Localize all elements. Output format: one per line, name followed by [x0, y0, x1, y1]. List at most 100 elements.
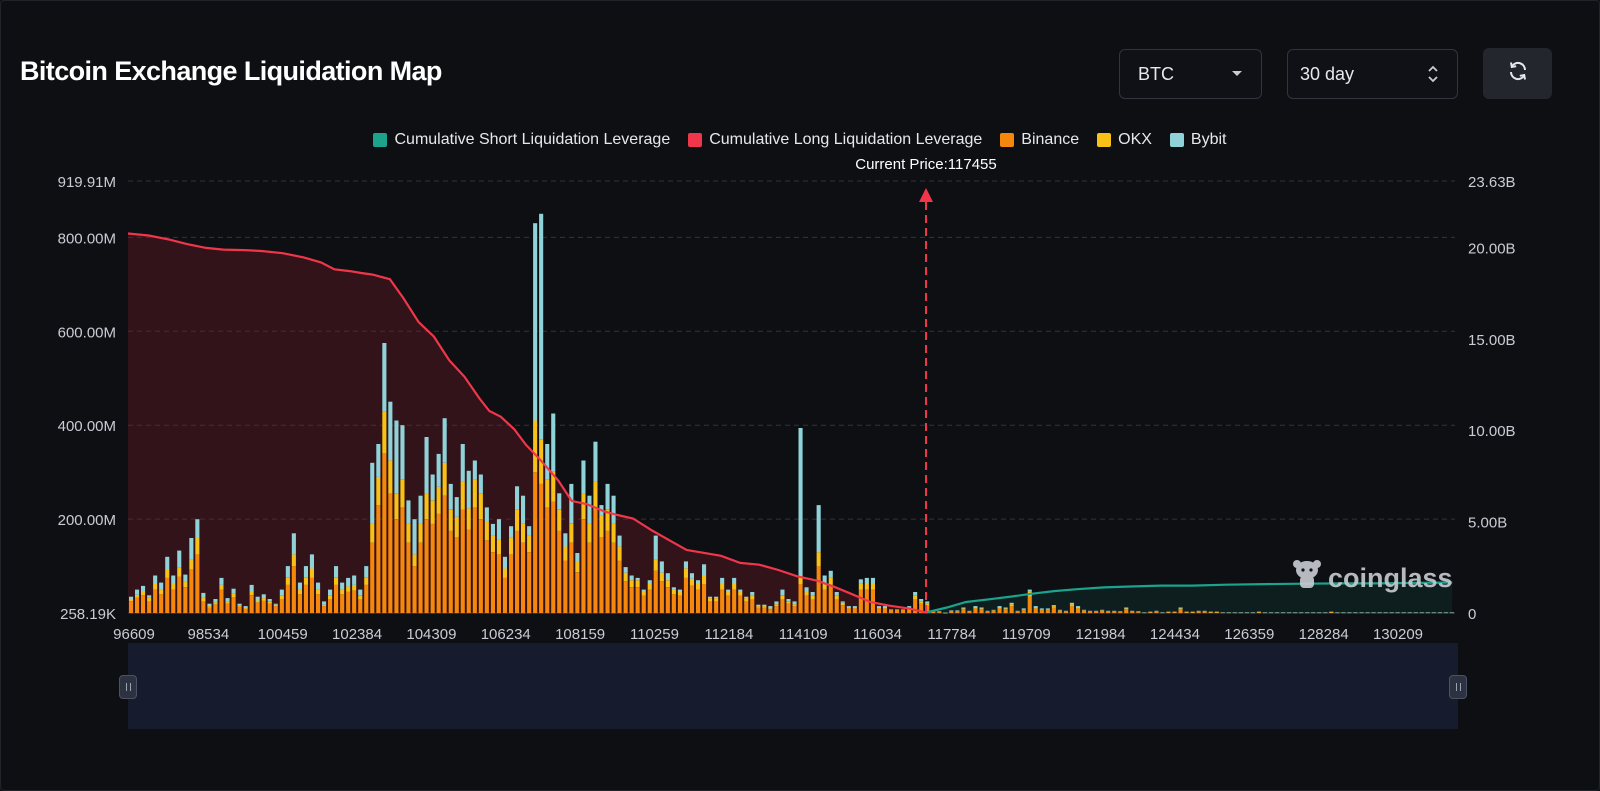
bar-bybit: [364, 566, 369, 578]
bar-binance: [696, 589, 701, 614]
bar-okx: [557, 509, 562, 531]
bar-bybit: [430, 474, 435, 501]
bar-bybit: [352, 575, 357, 585]
bar-binance: [593, 509, 598, 614]
legend-item-long[interactable]: Cumulative Long Liquidation Leverage: [688, 130, 982, 150]
bar-okx: [255, 600, 260, 603]
bar-okx: [997, 607, 1002, 609]
bar-binance: [430, 523, 435, 614]
legend-item-binance[interactable]: Binance: [1000, 130, 1079, 150]
bar-bybit: [189, 538, 194, 560]
bar-bybit: [961, 607, 966, 609]
bar-bybit: [1431, 612, 1436, 613]
bar-bybit: [1299, 612, 1304, 613]
bar-binance: [376, 505, 381, 614]
bar-binance: [744, 601, 749, 614]
bar-okx: [291, 554, 296, 567]
bar-okx: [309, 568, 314, 578]
zoom-slider[interactable]: [119, 643, 1467, 729]
legend-swatch-short: [373, 133, 388, 147]
bar-binance: [895, 610, 900, 614]
bar-bybit: [696, 580, 701, 584]
bar-bybit: [418, 495, 423, 524]
bar-okx: [219, 584, 224, 590]
bar-bybit: [726, 589, 731, 591]
bar-binance: [919, 603, 924, 614]
bar-binance: [496, 554, 501, 614]
legend-label-okx: OKX: [1118, 131, 1152, 148]
bar-bybit: [273, 603, 278, 605]
bar-okx: [545, 479, 550, 508]
bar-bybit: [665, 573, 670, 581]
bar-bybit: [1130, 610, 1135, 612]
legend-label-binance: Binance: [1021, 131, 1080, 148]
bar-binance: [702, 584, 707, 614]
bar-bybit: [533, 223, 538, 421]
bar-bybit: [786, 599, 791, 602]
bar-bybit: [147, 595, 152, 598]
y-left-tick-label: 400.00M: [58, 418, 116, 435]
zoom-handle-right[interactable]: [1449, 675, 1467, 699]
bar-binance: [913, 599, 918, 614]
bar-okx: [328, 595, 333, 599]
bar-binance: [509, 554, 514, 614]
bar-bybit: [1262, 612, 1267, 613]
legend-item-short[interactable]: Cumulative Short Liquidation Leverage: [373, 130, 670, 150]
legend-item-okx[interactable]: OKX: [1097, 130, 1152, 150]
bar-okx: [744, 598, 749, 602]
bar-okx: [846, 607, 851, 609]
bar-bybit: [388, 401, 393, 461]
asset-select[interactable]: BTC: [1119, 49, 1262, 99]
bar-binance: [527, 552, 532, 614]
bar-bybit: [768, 606, 773, 609]
bar-binance: [1076, 608, 1081, 614]
bar-okx: [1003, 608, 1008, 610]
bar-okx: [436, 486, 441, 514]
bar-bybit: [1202, 610, 1207, 612]
bar-bybit: [1160, 612, 1165, 613]
refresh-button[interactable]: [1483, 48, 1552, 99]
zoom-handle-left[interactable]: [119, 675, 137, 699]
bar-binance: [129, 601, 134, 614]
bar-binance: [1178, 609, 1183, 614]
bar-bybit: [1039, 608, 1044, 610]
legend-label-long: Cumulative Long Liquidation Leverage: [709, 131, 983, 148]
bar-binance: [931, 611, 936, 614]
legend-item-bybit[interactable]: Bybit: [1169, 130, 1227, 150]
bar-okx: [822, 583, 827, 590]
bar-binance: [231, 597, 236, 614]
bar-bybit: [1269, 612, 1274, 613]
bar-bybit: [1323, 612, 1328, 613]
x-tick-label: 96609: [113, 626, 155, 643]
bar-bybit: [1244, 612, 1249, 613]
bar-bybit: [1118, 611, 1123, 612]
bar-binance: [448, 530, 453, 614]
bar-okx: [895, 609, 900, 611]
bar-binance: [406, 542, 411, 614]
bar-bybit: [1407, 612, 1412, 613]
bar-bybit: [285, 566, 290, 578]
bar-okx: [647, 583, 652, 590]
bar-binance: [786, 603, 791, 614]
bar-okx: [165, 569, 170, 578]
bar-bybit: [702, 564, 707, 576]
bar-binance: [840, 605, 845, 614]
bar-bybit: [1178, 607, 1183, 609]
bar-okx: [617, 546, 622, 561]
bar-bybit: [895, 609, 900, 610]
bar-binance: [316, 594, 321, 614]
bar-okx: [774, 604, 779, 607]
bar-binance: [780, 599, 785, 614]
range-select[interactable]: 30 day: [1287, 49, 1458, 99]
bar-bybit: [376, 444, 381, 477]
bar-bybit: [255, 596, 260, 601]
bar-bybit: [744, 596, 749, 599]
bar-bybit: [448, 483, 453, 510]
bar-binance: [394, 519, 399, 614]
bar-bybit: [563, 533, 568, 547]
bar-binance: [677, 595, 682, 614]
bar-okx: [400, 479, 405, 508]
bar-okx: [882, 607, 887, 609]
bar-okx: [834, 595, 839, 600]
bar-okx: [732, 583, 737, 590]
